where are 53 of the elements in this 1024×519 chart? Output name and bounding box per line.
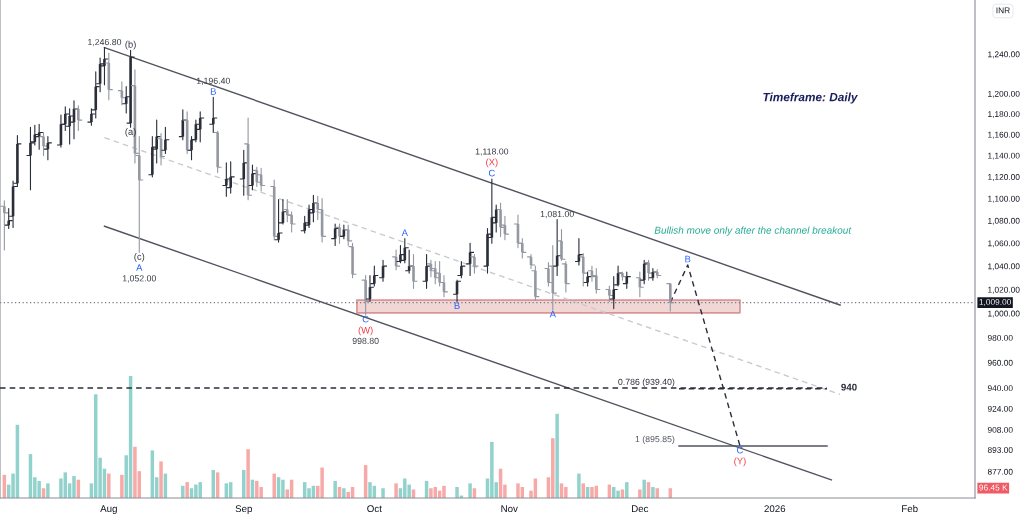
y-tick-label: 1,020.00	[988, 286, 1020, 294]
y-tick-label: 908.00	[987, 426, 1013, 433]
y-tick-label: 1,060.00	[988, 240, 1020, 248]
x-tick-label: Sep	[235, 505, 252, 515]
x-tick-label: Oct	[367, 505, 382, 513]
y-tick-label: 1,080.00	[988, 217, 1020, 225]
annotation: (W)	[358, 326, 373, 336]
annotation: C	[737, 446, 744, 454]
y-tick-label: 1,120.00	[988, 174, 1020, 181]
x-tick-label: Nov	[501, 505, 518, 513]
annotation: 1,246.80	[88, 38, 122, 47]
annotation: A	[136, 264, 143, 271]
y-tick-label: 940.00	[987, 385, 1013, 392]
y-tick-label: 980.00	[987, 334, 1013, 341]
y-axis-title: INR	[996, 7, 1010, 14]
x-tick-label: Dec	[632, 505, 649, 513]
y-tick-label: 877.00	[987, 468, 1013, 475]
annotation: 1,081.00	[540, 210, 574, 219]
annotation: C	[488, 169, 495, 177]
y-tick-label: 1,040.00	[988, 263, 1020, 271]
y-tick-label: 1,200.00	[988, 90, 1020, 98]
annotation: A	[401, 229, 408, 236]
y-tick-label: 1,180.00	[988, 111, 1020, 119]
y-tick-label: 1,140.00	[988, 152, 1020, 160]
ref-line-label: 1,009.00	[979, 298, 1012, 306]
series-label: 0.786 (939.40)	[618, 378, 675, 387]
y-tick-label: 924.00	[987, 405, 1013, 412]
annotation: (c)	[134, 253, 145, 262]
annotation: (b)	[125, 40, 136, 50]
annotation: A	[549, 310, 556, 318]
annotation: 1,118.00	[475, 148, 509, 156]
x-tick-label: Feb	[902, 504, 918, 513]
annotation: (Y)	[734, 457, 746, 467]
series-label: 1 (895.85)	[635, 435, 675, 444]
y-tick-label: 960.00	[987, 359, 1013, 366]
text: 96.45 K	[979, 484, 1008, 491]
annotation: 998.80	[352, 337, 379, 344]
annotation: Bullish move only after the channel breakout	[654, 226, 852, 236]
y-tick-label: 893.00	[987, 447, 1013, 453]
annotation: Timeframe: Daily	[763, 92, 858, 104]
x-tick-label: Aug	[100, 505, 117, 515]
y-tick-label: 1,240.00	[988, 51, 1020, 59]
series-label: 940	[841, 383, 857, 391]
annotation: 1,052.00	[122, 275, 156, 283]
annotation: B	[210, 88, 216, 95]
annotation: (X)	[486, 158, 498, 168]
y-tick-label: 1,000.00	[988, 310, 1020, 318]
annotation: B	[685, 255, 691, 263]
annotation: (a)	[125, 127, 136, 137]
y-tick-label: 1,100.00	[988, 195, 1020, 203]
annotation: B	[454, 302, 460, 309]
x-tick-label: 2026	[764, 505, 786, 513]
y-tick-label: 1,160.00	[988, 131, 1020, 139]
